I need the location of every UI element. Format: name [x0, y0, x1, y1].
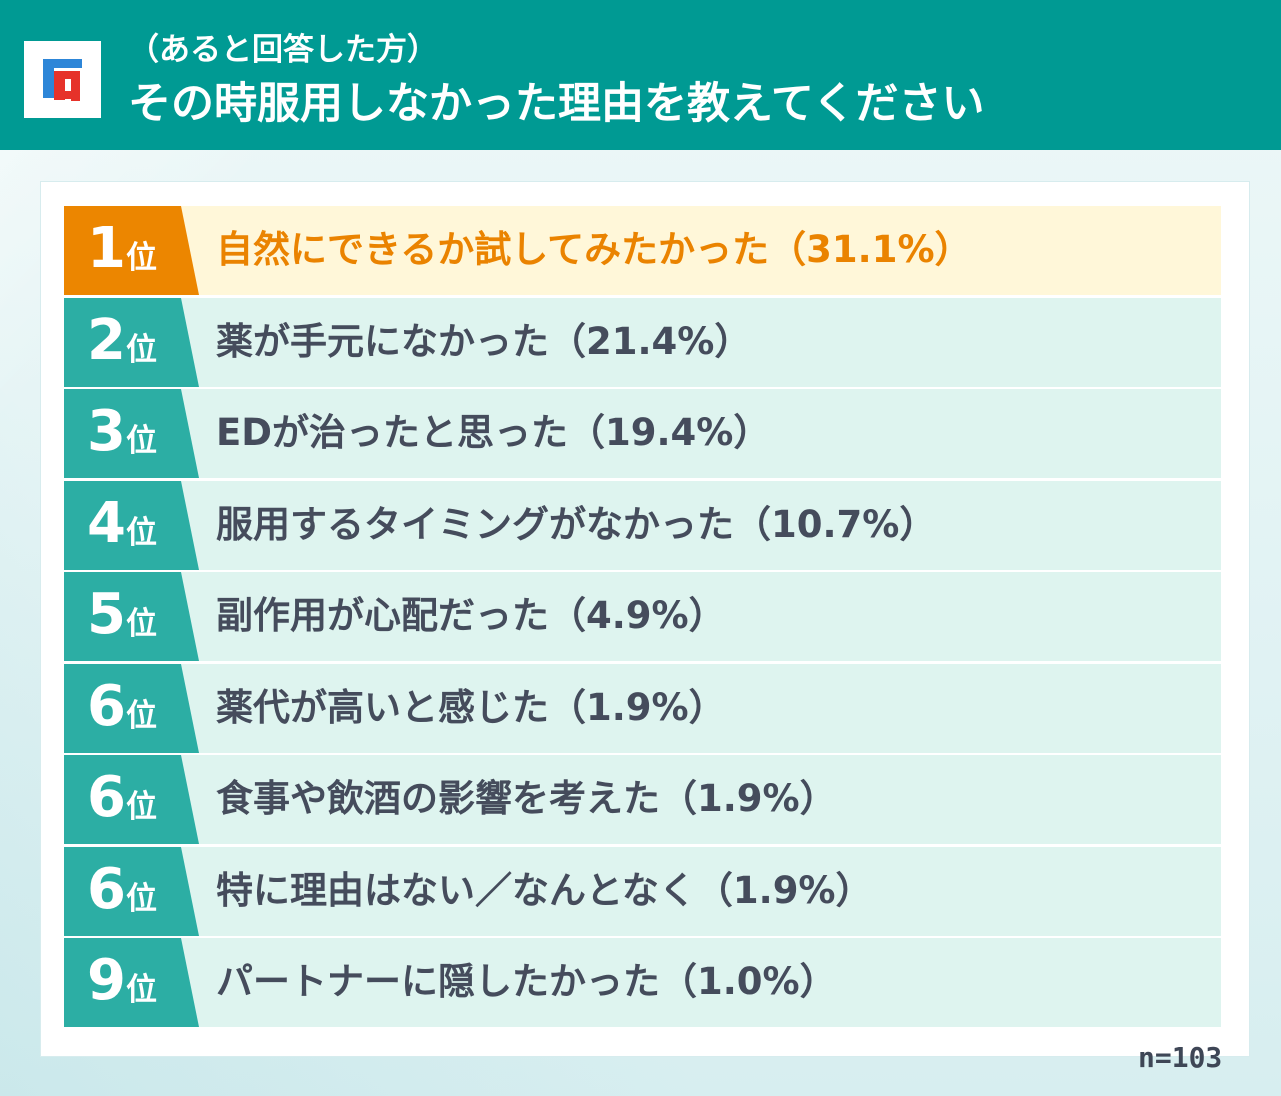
rank-number: 6 [87, 674, 126, 739]
reason-text: 副作用が心配だった（4.9%） [216, 594, 726, 637]
rank-suffix: 位 [126, 515, 157, 551]
rank-badge: 6 位 [64, 847, 199, 936]
f-logo-icon [40, 57, 85, 102]
reason-text: 特に理由はない／なんとなく（1.9%） [216, 869, 873, 912]
sample-size: n=103 [1138, 1041, 1223, 1074]
rank-badge: 9 位 [64, 938, 199, 1027]
ranking-card: 1 位 自然にできるか試してみたかった（31.1%） 2 位 薬が手元になかった… [41, 182, 1249, 1056]
rank-number: 1 [87, 216, 126, 281]
rank-badge: 6 位 [64, 664, 199, 753]
rank-suffix: 位 [126, 332, 157, 368]
ranking-row: 4 位 服用するタイミングがなかった（10.7%） [64, 481, 1221, 570]
rank-number: 5 [87, 582, 126, 647]
rank-number: 6 [87, 765, 126, 830]
rank-number: 9 [87, 948, 126, 1013]
reason-text: 食事や飲酒の影響を考えた（1.9%） [216, 777, 837, 820]
rank-number: 3 [87, 399, 126, 464]
rank-badge: 4 位 [64, 481, 199, 570]
rank-suffix: 位 [126, 972, 157, 1008]
rank-suffix: 位 [126, 881, 157, 917]
rank-suffix: 位 [126, 606, 157, 642]
rank-badge: 3 位 [64, 389, 199, 478]
reason-text: 薬が手元になかった（21.4%） [216, 320, 752, 363]
reason-text: パートナーに隠したかった（1.0%） [216, 960, 837, 1003]
reason-text: 自然にできるか試してみたかった（31.1%） [216, 228, 972, 271]
rank-suffix: 位 [126, 698, 157, 734]
survey-title: その時服用しなかった理由を教えてください [128, 79, 985, 129]
ranking-row: 2 位 薬が手元になかった（21.4%） [64, 298, 1221, 387]
rank-badge: 1 位 [64, 206, 199, 295]
reason-text: 薬代が高いと感じた（1.9%） [216, 686, 726, 729]
survey-subtitle: （あると回答した方） [128, 32, 438, 68]
reason-text: EDが治ったと思った（19.4%） [216, 411, 771, 454]
rank-badge: 5 位 [64, 572, 199, 661]
rank-suffix: 位 [126, 789, 157, 825]
rank-suffix: 位 [126, 423, 157, 459]
ranking-row: 1 位 自然にできるか試してみたかった（31.1%） [64, 206, 1221, 295]
rank-number: 2 [87, 308, 126, 373]
ranking-row: 6 位 特に理由はない／なんとなく（1.9%） [64, 847, 1221, 936]
rank-suffix: 位 [126, 240, 157, 276]
header-banner: （あると回答した方） その時服用しなかった理由を教えてください [0, 0, 1281, 150]
reason-text: 服用するタイミングがなかった（10.7%） [216, 503, 937, 546]
ranking-row: 6 位 食事や飲酒の影響を考えた（1.9%） [64, 755, 1221, 844]
ranking-row: 9 位 パートナーに隠したかった（1.0%） [64, 938, 1221, 1027]
logo-badge [24, 41, 101, 118]
rank-badge: 6 位 [64, 755, 199, 844]
rank-badge: 2 位 [64, 298, 199, 387]
ranking-row: 5 位 副作用が心配だった（4.9%） [64, 572, 1221, 661]
rank-number: 4 [87, 491, 126, 556]
ranking-row: 6 位 薬代が高いと感じた（1.9%） [64, 664, 1221, 753]
rank-number: 6 [87, 857, 126, 922]
ranking-row: 3 位 EDが治ったと思った（19.4%） [64, 389, 1221, 478]
